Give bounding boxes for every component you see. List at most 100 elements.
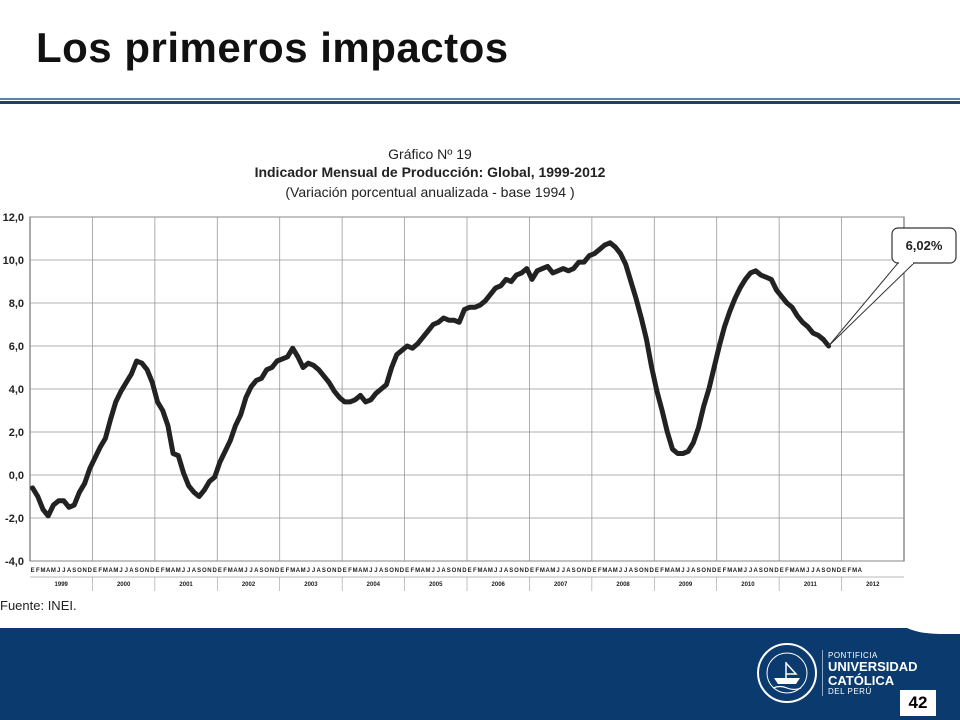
x-month-label: E — [93, 568, 97, 574]
chart-subtitle-2: (Variación porcentual anualizada - base … — [285, 184, 575, 200]
x-month-label: M — [353, 568, 358, 574]
y-tick-label: 8,0 — [9, 298, 24, 310]
x-month-label: D — [462, 568, 467, 574]
x-month-label: A — [67, 568, 72, 574]
x-month-label: N — [832, 568, 836, 574]
x-month-label: J — [681, 568, 684, 574]
x-month-label: J — [806, 568, 809, 574]
x-month-label: A — [171, 568, 176, 574]
x-month-label: J — [125, 568, 128, 574]
x-month-label: F — [348, 568, 352, 574]
x-month-label: F — [36, 568, 40, 574]
x-month-label: J — [686, 568, 689, 574]
y-tick-label: 12,0 — [3, 212, 24, 224]
x-month-label: J — [437, 568, 440, 574]
logo-divider — [822, 650, 823, 696]
x-year-label: 2012 — [866, 582, 880, 588]
x-month-label: N — [207, 568, 211, 574]
footer-corner — [900, 620, 960, 634]
x-month-label: A — [421, 568, 426, 574]
x-month-label: A — [108, 568, 113, 574]
x-month-label: O — [826, 568, 831, 574]
x-month-label: O — [327, 568, 332, 574]
x-month-label: J — [619, 568, 622, 574]
x-month-label: N — [519, 568, 523, 574]
x-month-label: S — [821, 568, 825, 574]
x-month-label: O — [514, 568, 519, 574]
x-month-label: J — [182, 568, 185, 574]
y-tick-label: 6,0 — [9, 341, 24, 353]
x-month-label: D — [400, 568, 405, 574]
x-month-label: A — [691, 568, 696, 574]
x-month-label: S — [696, 568, 700, 574]
x-month-label: M — [800, 568, 805, 574]
x-month-label: S — [135, 568, 139, 574]
x-month-label: M — [41, 568, 46, 574]
x-month-label: J — [244, 568, 247, 574]
x-month-label: O — [264, 568, 269, 574]
x-month-label: J — [374, 568, 377, 574]
x-month-label: M — [228, 568, 233, 574]
x-month-label: F — [161, 568, 165, 574]
footer-band — [0, 628, 960, 720]
x-month-label: M — [550, 568, 555, 574]
x-year-label: 2006 — [492, 582, 506, 588]
x-month-label: E — [218, 568, 222, 574]
x-month-label: A — [608, 568, 613, 574]
x-month-label: A — [816, 568, 821, 574]
x-month-label: J — [432, 568, 435, 574]
x-year-label: 2004 — [367, 582, 381, 588]
y-tick-label: 0,0 — [9, 470, 24, 482]
x-year-label: 2007 — [554, 582, 568, 588]
x-month-label: M — [602, 568, 607, 574]
x-month-label: N — [582, 568, 586, 574]
x-month-label: A — [733, 568, 738, 574]
x-month-label: M — [301, 568, 306, 574]
x-month-label: J — [307, 568, 310, 574]
x-month-label: A — [379, 568, 384, 574]
x-month-label: D — [774, 568, 779, 574]
callout-box — [891, 227, 957, 264]
x-month-label: M — [613, 568, 618, 574]
x-month-label: J — [499, 568, 502, 574]
x-year-label: 2008 — [616, 582, 630, 588]
x-month-label: N — [457, 568, 461, 574]
x-month-label: A — [504, 568, 509, 574]
x-year-label: 2009 — [679, 582, 693, 588]
x-month-label: O — [701, 568, 706, 574]
x-month-label: J — [62, 568, 65, 574]
x-month-label: O — [140, 568, 145, 574]
x-month-label: F — [598, 568, 602, 574]
chart-title: Gráfico Nº 19 — [388, 146, 472, 162]
x-year-label: 2010 — [741, 582, 755, 588]
x-month-label: E — [655, 568, 659, 574]
page-number: 42 — [900, 690, 936, 716]
series-line — [30, 240, 832, 519]
x-month-label: M — [738, 568, 743, 574]
x-month-label: A — [545, 568, 550, 574]
y-tick-label: 4,0 — [9, 384, 24, 396]
x-month-label: D — [712, 568, 717, 574]
x-month-label: N — [707, 568, 711, 574]
x-month-label: J — [312, 568, 315, 574]
x-month-label: E — [405, 568, 409, 574]
x-month-label: E — [155, 568, 159, 574]
x-month-label: E — [717, 568, 721, 574]
x-month-label: S — [509, 568, 513, 574]
x-month-label: M — [290, 568, 295, 574]
x-month-label: O — [639, 568, 644, 574]
x-month-label: A — [358, 568, 363, 574]
x-month-label: N — [769, 568, 773, 574]
x-month-label: J — [119, 568, 122, 574]
x-month-label: A — [129, 568, 134, 574]
x-month-label: J — [749, 568, 752, 574]
chart-subtitle: Indicador Mensual de Producción: Global,… — [254, 164, 606, 180]
x-month-label: J — [624, 568, 627, 574]
x-month-label: M — [665, 568, 670, 574]
x-month-label: M — [238, 568, 243, 574]
x-month-label: F — [660, 568, 664, 574]
x-month-label: A — [566, 568, 571, 574]
x-month-label: M — [165, 568, 170, 574]
x-month-label: E — [31, 568, 35, 574]
x-month-label: J — [744, 568, 747, 574]
